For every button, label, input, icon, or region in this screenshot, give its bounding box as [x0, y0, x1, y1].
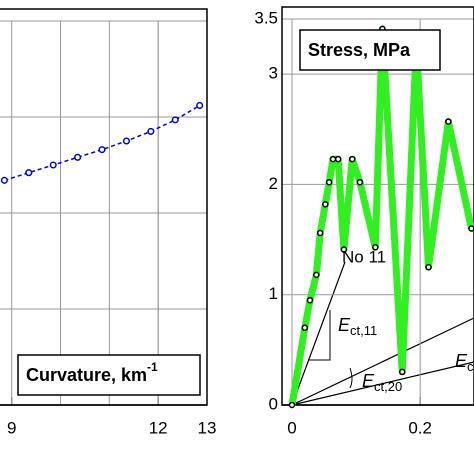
data-point [313, 271, 320, 279]
data-point [372, 244, 379, 251]
y-tick-label: 1 [269, 284, 278, 303]
note: No 11 [342, 247, 386, 266]
modulus-sub: ct,20 [374, 379, 402, 394]
x-tick-label: 12 [149, 418, 168, 437]
modulus-label: Ec [455, 351, 474, 375]
modulus-symbol: E [362, 371, 375, 391]
modulus-sub: ct,11 [350, 323, 377, 338]
modulus-sub: c [467, 359, 474, 374]
data-point [49, 161, 57, 169]
data-point [316, 229, 324, 237]
data-point [325, 178, 333, 186]
data-point [301, 324, 309, 332]
data-point [334, 155, 342, 163]
data-line [288, 25, 474, 406]
data-point [196, 101, 204, 110]
data-point [322, 201, 329, 208]
annotation-text: Curvature, km [26, 365, 147, 385]
data-point [329, 155, 337, 163]
data-point [425, 263, 432, 271]
data-point [468, 225, 474, 232]
data-point [445, 118, 452, 125]
y-tick-label: 2 [269, 174, 278, 193]
x-tick-label: 0.2 [408, 418, 432, 437]
modulus-symbol: E [455, 351, 468, 371]
modulus-symbol: E [338, 315, 351, 335]
tangent-line [291, 317, 474, 406]
angle-arc [349, 367, 353, 389]
annotation-sup: -1 [147, 360, 158, 374]
x-tick-label: 13 [198, 418, 217, 437]
annotation-box [17, 354, 201, 396]
data-point [171, 116, 179, 124]
data-point [306, 296, 314, 304]
data-point [147, 127, 155, 135]
annotation: Stress, MPa [308, 40, 411, 60]
data-point [122, 137, 130, 145]
y-tick-label: 0 [269, 394, 278, 413]
tangent-line [291, 361, 474, 406]
modulus-label: Ect,11 [338, 315, 377, 339]
tangent-line [291, 261, 346, 406]
data-point [398, 368, 406, 376]
data-point [98, 146, 106, 154]
annotation-box [299, 29, 441, 71]
data-point [0, 176, 8, 184]
data-point [340, 246, 348, 253]
data-point [74, 153, 82, 161]
data-point [348, 155, 356, 163]
plot-frame [0, 8, 208, 406]
y-tick-label: 3 [269, 64, 278, 83]
modulus-label: Ect,20 [362, 371, 402, 395]
x-tick-label: 9 [7, 418, 16, 437]
y-tick-label: 3.5 [254, 8, 278, 27]
data-point [288, 401, 296, 409]
x-tick-label: 0 [287, 418, 296, 437]
data-point [356, 178, 364, 186]
slope-triangle [308, 310, 331, 361]
annotation: Curvature, km-1 [26, 360, 158, 385]
data-point [25, 169, 33, 177]
